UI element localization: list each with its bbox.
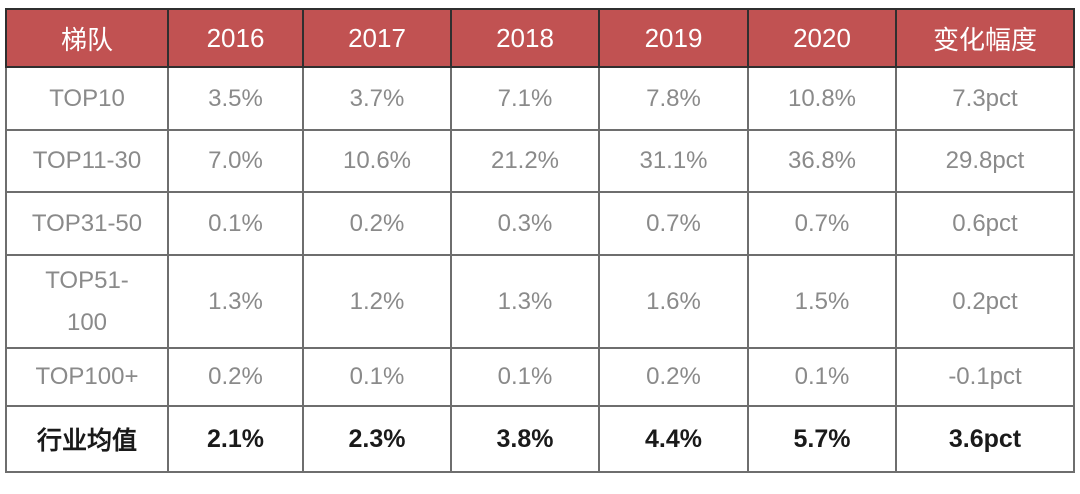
data-cell: 0.7% [747,191,897,256]
column-header: 变化幅度 [895,8,1075,68]
data-cell: 2.1% [167,405,304,473]
column-header: 2016 [167,8,304,68]
column-header: 2019 [598,8,749,68]
data-cell: 1.3% [450,254,600,349]
table-row: TOP31-50 0.1% 0.2% 0.3% 0.7% 0.7% 0.6pct [5,191,1075,256]
data-cell: 0.2pct [895,254,1075,349]
data-cell: 0.7% [598,191,749,256]
data-cell: 0.1% [302,347,452,407]
data-cell: -0.1pct [895,347,1075,407]
data-cell: 1.3% [167,254,304,349]
data-cell: 3.5% [167,66,304,131]
column-header: 2017 [302,8,452,68]
data-cell: 3.7% [302,66,452,131]
data-cell: 0.1% [450,347,600,407]
row-label-cell: TOP100+ [5,347,169,407]
data-cell: 29.8pct [895,129,1075,193]
table-row: TOP11-30 7.0% 10.6% 21.2% 31.1% 36.8% 29.8pct [5,129,1075,193]
data-cell: 0.2% [167,347,304,407]
row-label-cell: TOP31-50 [5,191,169,256]
data-cell: 5.7% [747,405,897,473]
data-cell: 7.8% [598,66,749,131]
data-cell: 1.2% [302,254,452,349]
column-header: 2020 [747,8,897,68]
data-cell: 7.0% [167,129,304,193]
tier-share-table: 梯队 2016 2017 2018 2019 2020 变化幅度 TOP10 3.5% 3.7%… [5,8,1075,473]
row-label: TOP100+ [35,363,139,390]
data-cell: 31.1% [598,129,749,193]
row-label: TOP51-100 [45,266,129,336]
row-label-cell: TOP51-100 [5,254,169,349]
data-cell: 1.5% [747,254,897,349]
data-cell: 0.3% [450,191,600,256]
data-cell: 10.8% [747,66,897,131]
row-label: 行业均值 [36,427,137,455]
data-cell: 0.6pct [895,191,1075,256]
data-cell: 2.3% [302,405,452,473]
data-cell: 3.8% [450,405,600,473]
table-row: TOP100+ 0.2% 0.1% 0.1% 0.2% 0.1% -0.1pct [5,347,1075,407]
data-cell: 21.2% [450,129,600,193]
row-label: TOP10 [49,84,125,112]
table-row: 行业均值 2.1% 2.3% 3.8% 4.4% 5.7% 3.6pct [5,405,1075,473]
column-header: 2018 [450,8,600,68]
data-cell: 0.1% [747,347,897,407]
column-header: 梯队 [5,8,169,68]
data-cell: 10.6% [302,129,452,193]
data-cell: 0.2% [598,347,749,407]
data-cell: 7.1% [450,66,600,131]
row-label-cell: 行业均值 [5,405,169,473]
data-cell: 0.1% [167,191,304,256]
data-cell: 3.6pct [895,405,1075,473]
row-label: TOP31-50 [31,209,143,237]
data-cell: 36.8% [747,129,897,193]
table-row: TOP51-100 1.3% 1.2% 1.3% 1.6% 1.5% 0.2pct [5,254,1075,349]
data-cell: 1.6% [598,254,749,349]
data-cell: 7.3pct [895,66,1075,131]
row-label: TOP11-30 [32,147,142,174]
data-cell: 4.4% [598,405,749,473]
row-label-cell: TOP11-30 [5,129,169,193]
table-container: 梯队 2016 2017 2018 2019 2020 变化幅度 TOP10 3.5% 3.7%… [5,8,1075,473]
data-cell: 0.2% [302,191,452,256]
header-row: 梯队 2016 2017 2018 2019 2020 变化幅度 [5,8,1075,68]
table-row: TOP10 3.5% 3.7% 7.1% 7.8% 10.8% 7.3pct [5,66,1075,131]
row-label-cell: TOP10 [5,66,169,131]
